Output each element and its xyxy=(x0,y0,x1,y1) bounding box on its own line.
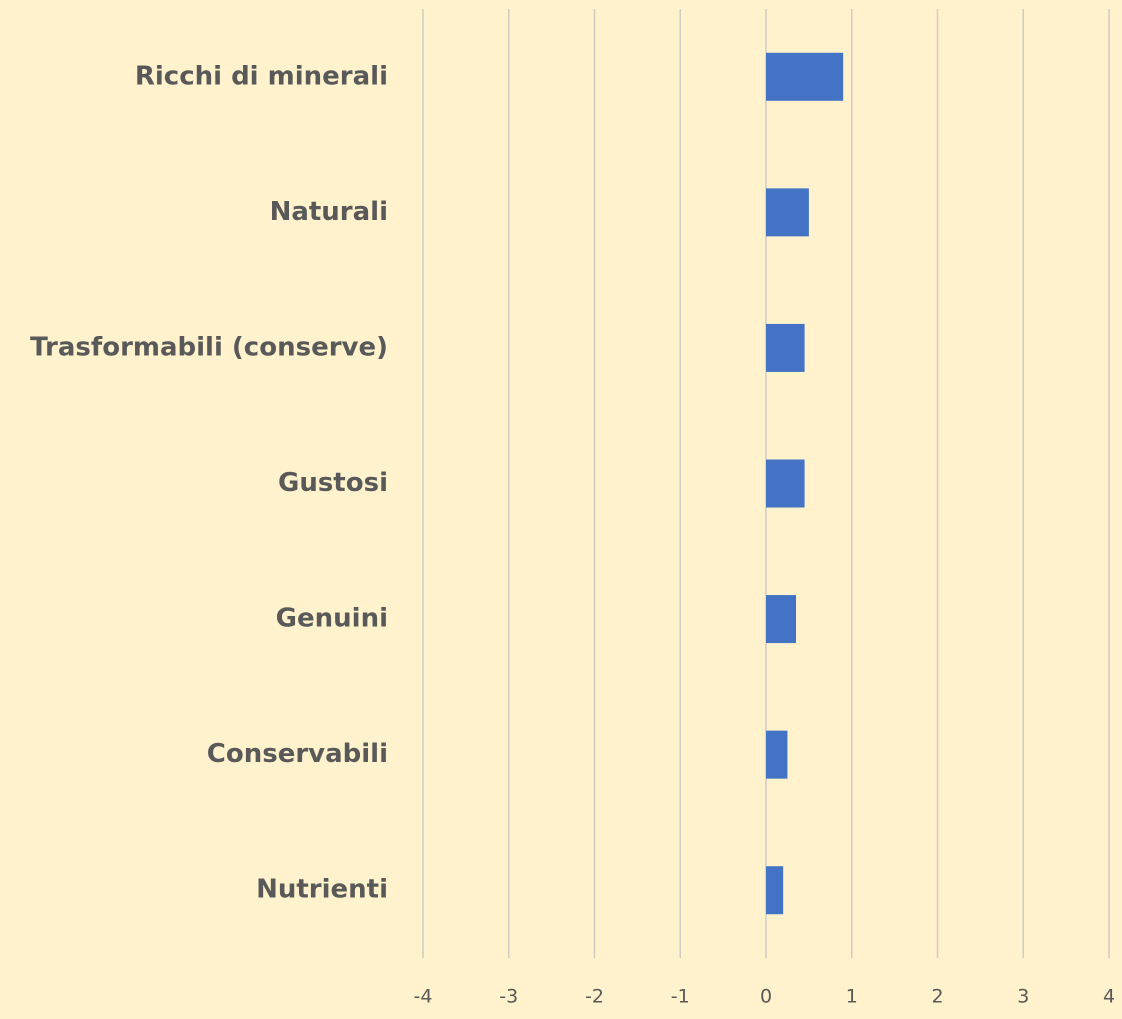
x-tick-label: -4 xyxy=(414,986,433,1008)
y-tick-label: Trasformabili (conserve) xyxy=(30,332,388,362)
x-tick-label: -1 xyxy=(671,986,690,1008)
x-tick-label: -3 xyxy=(499,986,518,1008)
bar xyxy=(766,730,788,779)
y-tick-label: Gustosi xyxy=(278,468,388,498)
bar xyxy=(766,459,805,508)
y-tick-label: Ricchi di minerali xyxy=(135,61,388,91)
x-tick-label: 0 xyxy=(760,986,772,1008)
bar xyxy=(766,866,784,915)
x-tick-label: 2 xyxy=(931,986,943,1008)
y-tick-label: Naturali xyxy=(270,197,388,227)
bar xyxy=(766,52,844,101)
x-tick-label: 3 xyxy=(1017,986,1029,1008)
x-tick-label: -2 xyxy=(585,986,604,1008)
y-tick-label: Genuini xyxy=(276,604,388,634)
bar xyxy=(766,188,809,237)
y-tick-label: Conservabili xyxy=(207,739,388,769)
x-tick-label: 4 xyxy=(1103,986,1115,1008)
bar xyxy=(766,323,805,372)
bar xyxy=(766,595,797,644)
x-tick-label: 1 xyxy=(846,986,858,1008)
y-tick-label: Nutrienti xyxy=(256,875,388,905)
